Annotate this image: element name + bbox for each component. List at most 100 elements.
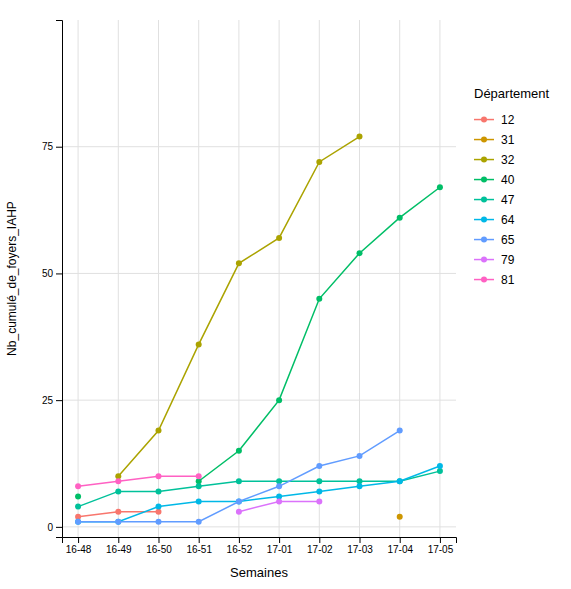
tick-mark <box>56 147 62 148</box>
point <box>397 215 403 221</box>
point <box>316 478 322 484</box>
grid-line <box>158 20 159 537</box>
tick-mark <box>78 537 79 543</box>
point <box>437 184 443 190</box>
x-axis: 16-4816-4916-5016-5116-5217-0117-0217-03… <box>63 537 457 555</box>
tick-label: 16-51 <box>186 544 212 555</box>
point <box>196 499 202 505</box>
tick: 16-49 <box>106 537 132 555</box>
tick-label: 16-49 <box>106 544 132 555</box>
grid-line <box>62 146 456 147</box>
tick-mark <box>360 537 361 543</box>
y-axis-title: Nb_cumulé_de_foyers_IAHP <box>5 201 19 356</box>
tick-label: 17-01 <box>267 544 293 555</box>
legend-marker <box>481 277 487 283</box>
grid-line <box>399 20 400 537</box>
point <box>276 483 282 489</box>
tick-label: 17-02 <box>307 544 333 555</box>
legend-marker <box>481 137 487 143</box>
series-line <box>78 431 400 522</box>
tick-label: 16-52 <box>227 544 253 555</box>
series-line <box>78 471 440 506</box>
legend-label: 79 <box>501 253 515 267</box>
point <box>276 499 282 505</box>
series-line <box>118 137 359 477</box>
point <box>397 478 403 484</box>
legend-label: 47 <box>501 193 515 207</box>
point <box>75 493 81 499</box>
legend-item: 65 <box>474 233 515 247</box>
legend-label: 31 <box>501 133 515 147</box>
point <box>236 509 242 515</box>
legend-marker <box>481 117 487 123</box>
tick-mark <box>319 537 320 543</box>
tick: 17-01 <box>267 537 293 555</box>
legend-item: 47 <box>474 193 515 207</box>
tick: 17-05 <box>428 537 454 555</box>
tick-mark <box>56 400 62 401</box>
tick-mark <box>199 537 200 543</box>
point <box>115 519 121 525</box>
point <box>75 519 81 525</box>
tick-label: 50 <box>42 268 54 279</box>
tick-mark <box>400 537 401 543</box>
grid-line <box>319 20 320 537</box>
series-line <box>78 476 199 486</box>
point <box>397 478 403 484</box>
series <box>236 499 322 515</box>
point <box>155 473 161 479</box>
point <box>316 488 322 494</box>
legend-label: 64 <box>501 213 515 227</box>
grid-line <box>62 273 456 274</box>
legend-marker <box>481 217 487 223</box>
point <box>115 488 121 494</box>
point <box>236 448 242 454</box>
grid <box>62 20 456 537</box>
point <box>196 483 202 489</box>
legend-label: 81 <box>501 273 515 287</box>
tick: 16-52 <box>227 537 253 555</box>
legend-label: 65 <box>501 233 515 247</box>
point <box>357 453 363 459</box>
legend: Département 12 31 32 40 47 64 65 79 81 <box>474 86 550 287</box>
axis-line <box>63 538 457 544</box>
grid-line <box>439 20 440 537</box>
point <box>155 504 161 510</box>
tick: 17-02 <box>307 537 333 555</box>
grid-line <box>62 400 456 401</box>
grid-line <box>198 20 199 537</box>
series <box>75 184 443 499</box>
grid-line <box>359 20 360 537</box>
point <box>75 483 81 489</box>
point <box>196 341 202 347</box>
point <box>316 463 322 469</box>
point <box>75 504 81 510</box>
point <box>75 519 81 525</box>
chart: 16-4816-4916-5016-5116-5217-0117-0217-03… <box>0 0 571 589</box>
series <box>75 473 202 489</box>
point <box>115 478 121 484</box>
point <box>155 488 161 494</box>
tick: 16-51 <box>186 537 212 555</box>
legend-label: 32 <box>501 153 515 167</box>
point <box>316 296 322 302</box>
tick-mark <box>56 527 62 528</box>
point <box>316 159 322 165</box>
point <box>316 499 322 505</box>
legend-item: 40 <box>474 173 515 187</box>
legend-item: 64 <box>474 213 515 227</box>
tick-label: 16-48 <box>66 544 92 555</box>
point <box>115 509 121 515</box>
grid-line <box>118 20 119 537</box>
y-axis: 0255075 <box>42 21 63 538</box>
legend-marker <box>481 237 487 243</box>
series <box>75 468 443 509</box>
tick: 50 <box>42 268 62 279</box>
legend-title: Département <box>474 86 550 101</box>
point <box>357 250 363 256</box>
legend-marker <box>481 197 487 203</box>
tick-mark <box>56 273 62 274</box>
tick-mark <box>440 537 441 543</box>
tick: 16-48 <box>66 537 92 555</box>
legend-item: 12 <box>474 113 515 127</box>
